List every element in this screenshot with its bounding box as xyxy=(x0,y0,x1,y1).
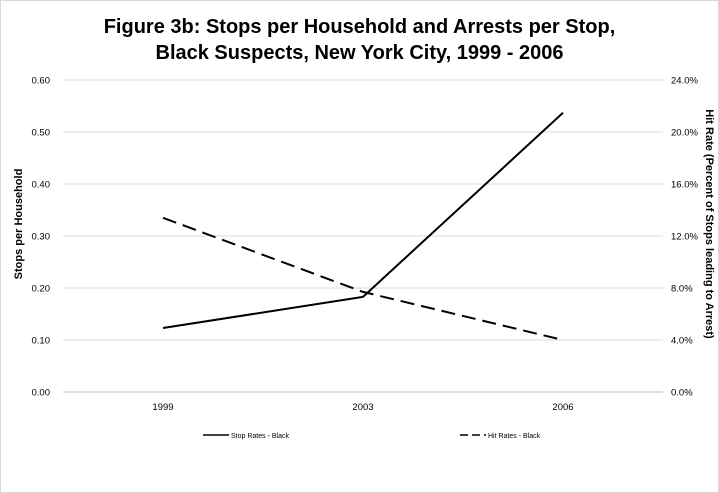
chart-title-line-2: Black Suspects, New York City, 1999 - 20… xyxy=(155,42,564,64)
left-tick-label: 0.20 xyxy=(32,284,51,295)
chart-title: Figure 3b: Stops per Household and Arres… xyxy=(0,14,719,66)
y-axis-label: Stops per Household xyxy=(13,169,25,280)
legend: Stop Rates - Black Hit Rates - Black xyxy=(203,433,541,440)
left-tick-label: 0.50 xyxy=(32,128,51,139)
right-tick-label: 12.0% xyxy=(671,232,698,243)
right-tick-label: 24.0% xyxy=(671,76,698,87)
right-tick-label: 16.0% xyxy=(671,180,698,191)
left-tick-label: 0.30 xyxy=(32,232,51,243)
chart-title-line-1: Figure 3b: Stops per Household and Arres… xyxy=(103,16,616,38)
x-tick-label: 2006 xyxy=(552,402,573,413)
right-tick-label: 8.0% xyxy=(671,284,693,295)
x-tick-label: 1999 xyxy=(152,402,173,413)
left-tick-label: 0.00 xyxy=(32,388,51,399)
left-tick-label: 0.60 xyxy=(32,76,51,87)
right-tick-label: 4.0% xyxy=(671,336,693,347)
right-tick-label: 0.0% xyxy=(671,388,693,399)
x-axis-ticks: 1999 2003 2006 xyxy=(152,402,573,413)
right-tick-label: 20.0% xyxy=(671,128,698,139)
series-lines xyxy=(162,112,564,341)
left-tick-label: 0.10 xyxy=(32,336,51,347)
legend-label: Hit Rates - Black xyxy=(488,433,541,440)
y2-axis-label: Hit Rate (Percent of Stops leading to Ar… xyxy=(703,109,715,339)
left-axis-ticks: 0.00 0.10 0.20 0.30 0.40 0.50 0.60 xyxy=(32,76,51,399)
x-tick-label: 2003 xyxy=(352,402,373,413)
left-tick-label: 0.40 xyxy=(32,180,51,191)
legend-label: Stop Rates - Black xyxy=(231,433,289,440)
stop-rate-line xyxy=(162,112,564,330)
right-axis-ticks: 0.0% 4.0% 8.0% 12.0% 16.0% 20.0% 24.0% xyxy=(671,76,698,399)
gridlines xyxy=(63,79,663,341)
